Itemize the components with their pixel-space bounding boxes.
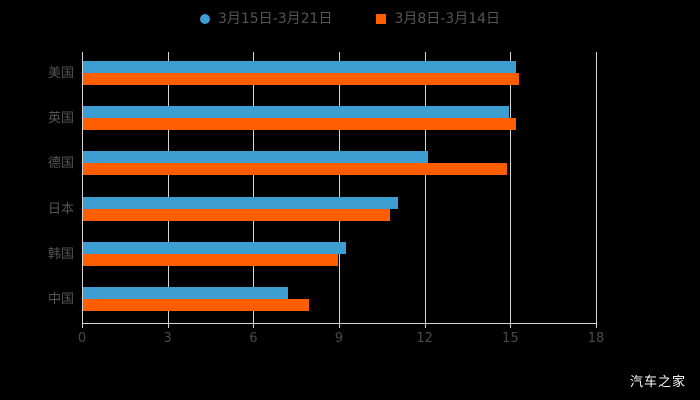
legend-label-series-1: 3月15日-3月21日 [217,11,333,27]
y-axis-label-0: 美国 [47,66,74,81]
gridline-3 [167,52,169,323]
x-tick-mark-6 [253,323,255,328]
bar-日本-series-1 [82,196,398,209]
x-tick-label-15: 15 [502,331,519,346]
gridline-9 [339,52,340,323]
y-axis-labels: 美国 英国 德国 日本 韩国 中国 [0,52,74,323]
legend-square-orange-icon [376,14,387,24]
y-axis-line [82,52,83,323]
watermark: 汽车之家 [629,375,686,390]
bar-韩国-series-2 [82,253,338,266]
x-tick-label-12: 12 [416,331,433,346]
bar-英国-series-2 [82,118,517,131]
x-tick-label-0: 0 [77,331,87,346]
bar-日本-series-2 [82,208,391,221]
legend-item-series-1[interactable]: 3月15日-3月21日 [199,11,333,27]
gridline-15 [510,52,512,323]
x-tick-label-9: 9 [334,331,344,346]
y-axis-label-1: 英国 [47,111,74,127]
chart-legend: 3月15日-3月21日 3月8日-3月14日 [0,8,700,30]
y-axis-label-2: 德国 [47,156,74,172]
y-axis-label-5: 中国 [47,291,74,307]
plot-area [82,52,597,323]
bar-英国-series-1 [82,106,509,119]
bar-美国-series-2 [82,73,519,85]
bar-中国-series-2 [82,298,310,311]
x-tick-mark-3 [167,323,169,328]
x-tick-mark-9 [339,323,340,328]
bar-中国-series-1 [82,286,288,299]
x-tick-mark-18 [596,323,597,328]
gridline-6 [253,52,255,323]
bar-德国-series-1 [82,151,428,164]
y-axis-label-3: 日本 [47,201,74,217]
x-tick-mark-0 [82,323,83,328]
legend-label-series-2: 3月8日-3月14日 [394,11,501,27]
bar-德国-series-2 [82,163,508,176]
x-tick-label-3: 3 [163,331,172,346]
y-axis-label-4: 韩国 [47,246,74,262]
x-tick-mark-12 [424,323,426,328]
x-tick-label-18: 18 [587,331,605,346]
legend-item-series-2[interactable]: 3月8日-3月14日 [376,12,500,26]
gridline-18 [596,52,597,323]
gridline-12 [424,52,426,323]
bar-美国-series-1 [82,61,517,73]
legend-dot-blue-icon [199,14,210,24]
x-tick-label-6: 6 [249,331,258,346]
x-tick-mark-15 [510,323,512,328]
bar-韩国-series-1 [82,241,347,254]
